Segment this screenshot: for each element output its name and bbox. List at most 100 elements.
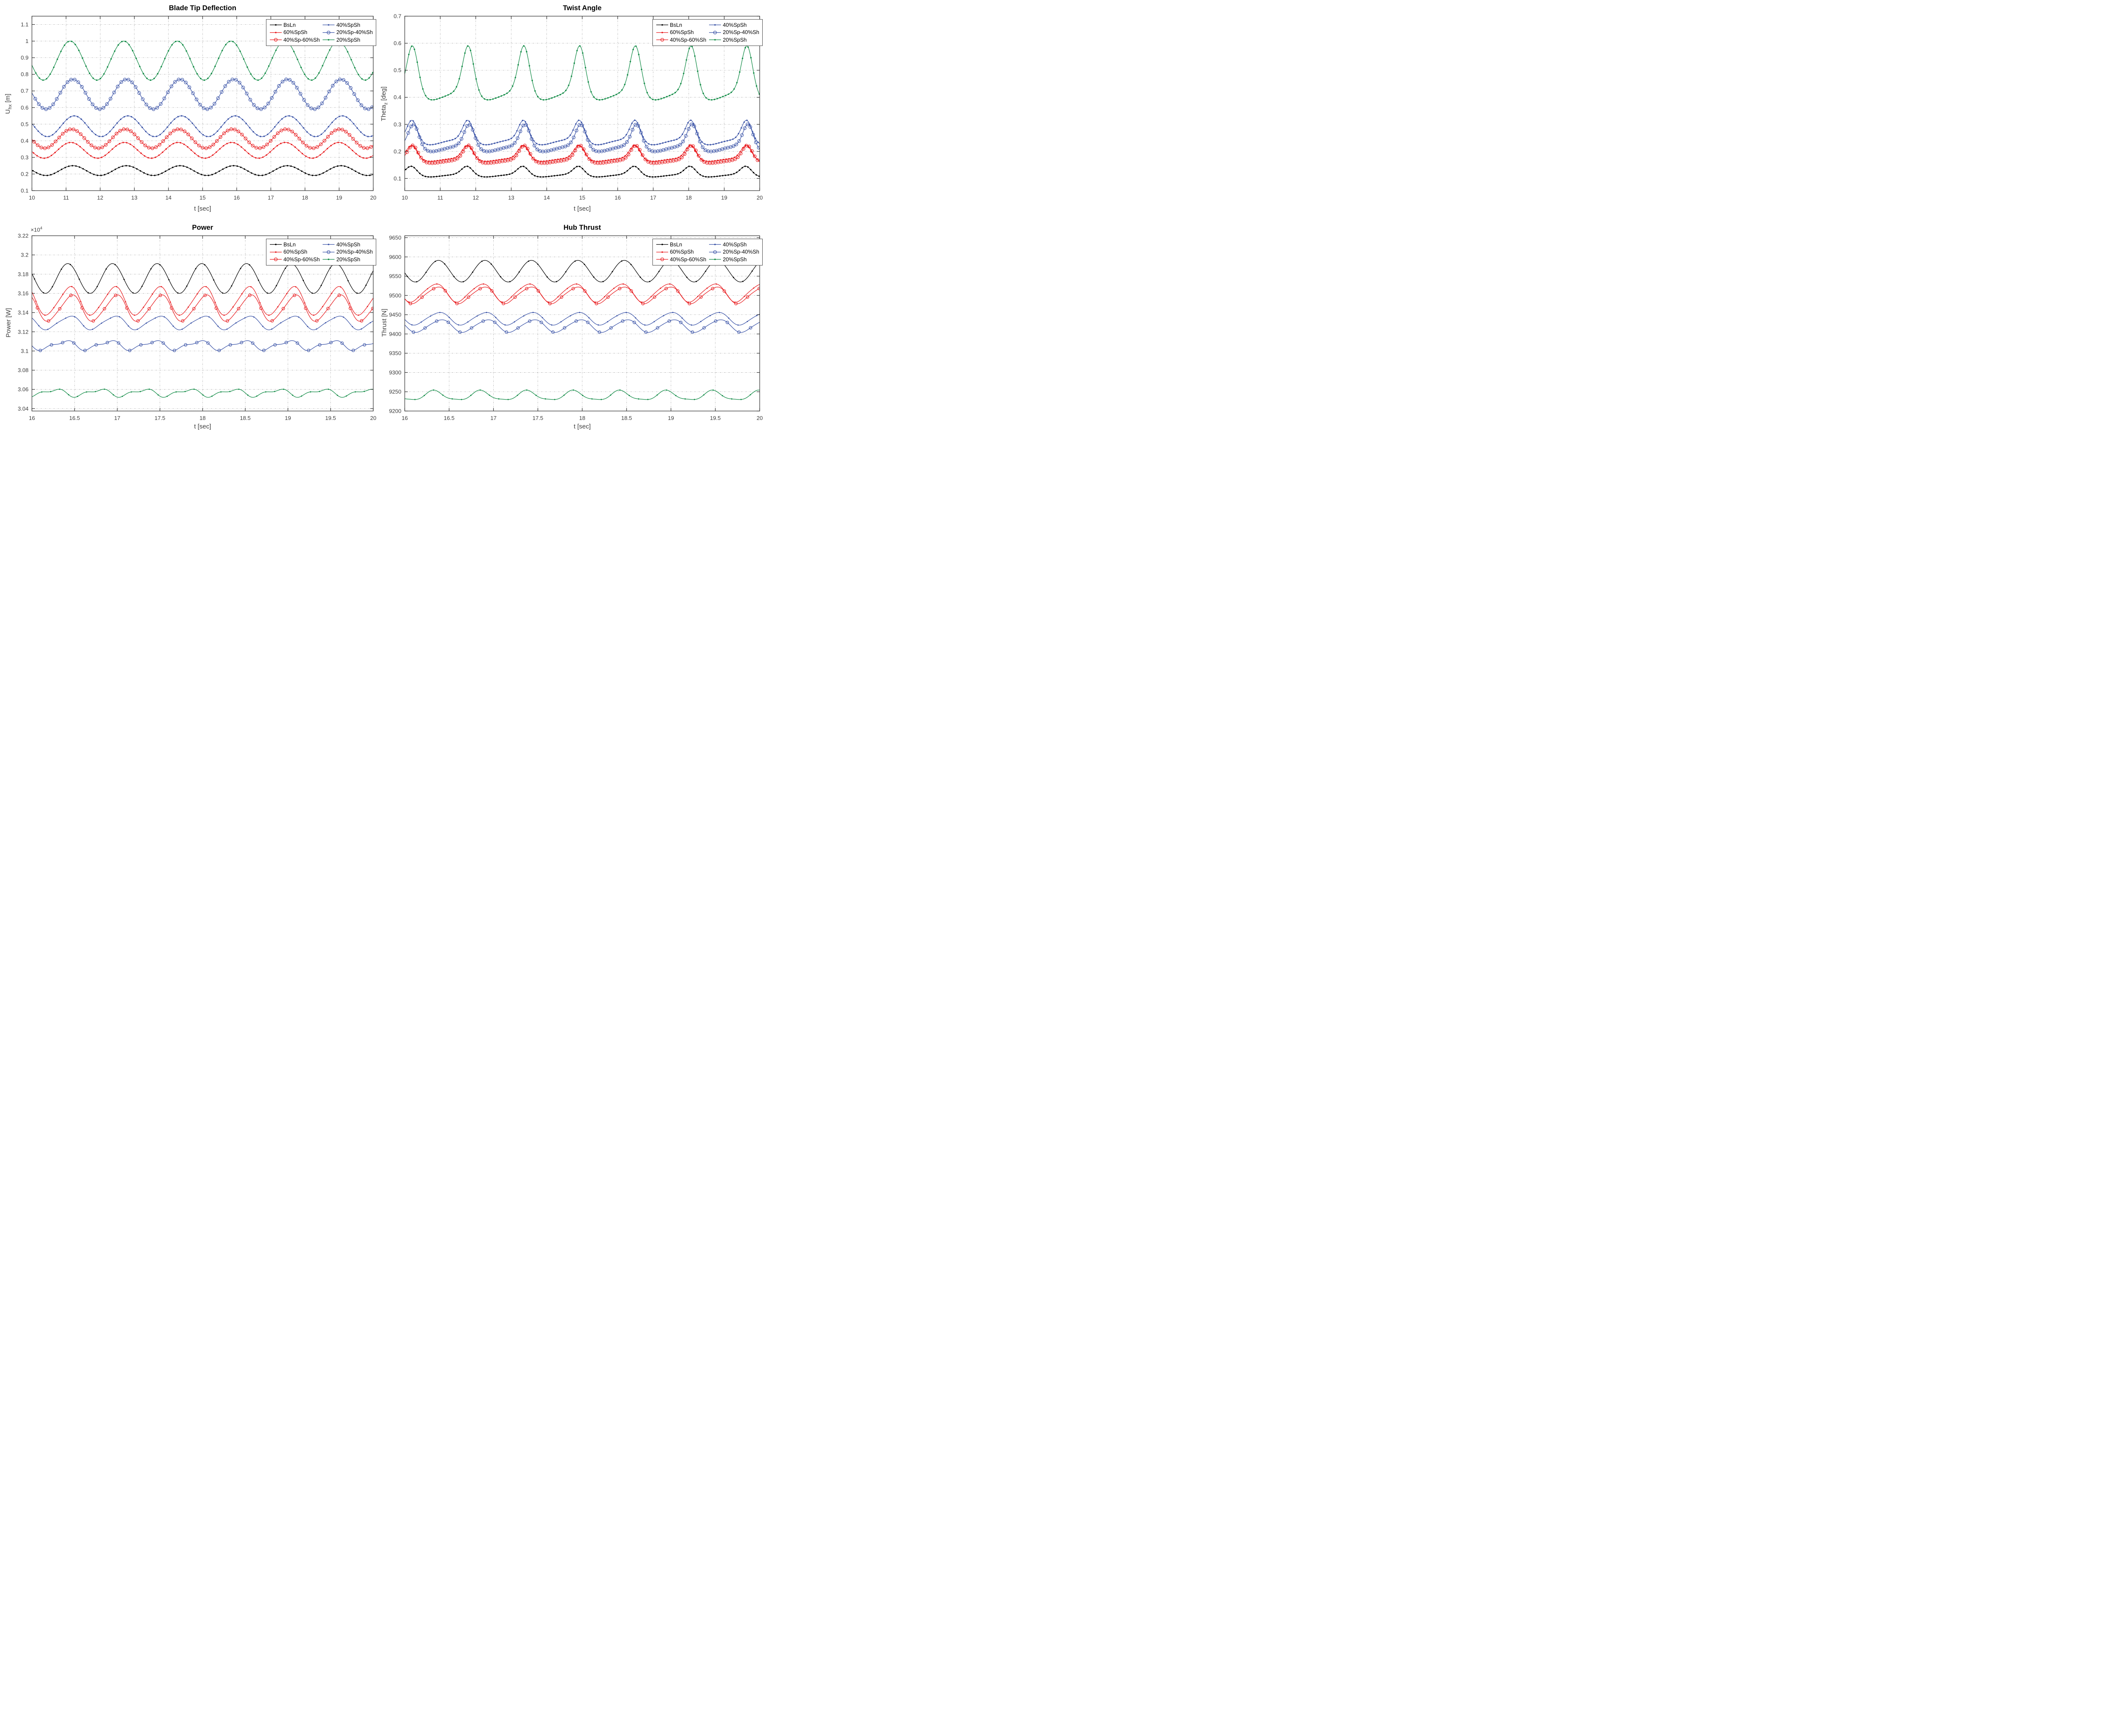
series-40%SpSh [32, 316, 373, 330]
legend-label: 20%Sp-40%Sh [336, 249, 373, 255]
legend-sample-circle [709, 31, 721, 34]
svg-text:19.5: 19.5 [325, 415, 336, 421]
legend-sample-dot [270, 251, 282, 253]
svg-text:9200: 9200 [389, 408, 401, 414]
series-20%SpSh [405, 45, 760, 101]
legend-sample-circle [656, 38, 668, 42]
y-axis-exponent-power: ×104 [31, 226, 42, 233]
legend-item-BsLn: BsLn [269, 21, 320, 29]
svg-text:0.4: 0.4 [394, 94, 401, 100]
axes-box [31, 16, 374, 191]
series-20%Sp-40%Sh [32, 77, 373, 111]
svg-text:0.7: 0.7 [21, 88, 29, 94]
legend-label: 40%SpSh [336, 22, 360, 28]
legend-label: BsLn [283, 22, 296, 28]
svg-text:0.5: 0.5 [394, 67, 401, 74]
svg-text:17.5: 17.5 [532, 415, 543, 421]
legend-label: 40%Sp-60%Sh [670, 256, 706, 263]
legend-label: 20%Sp-40%Sh [336, 29, 373, 36]
legend-label: 40%SpSh [723, 22, 747, 28]
x-axis-label-twist: t [sec] [573, 205, 591, 212]
svg-text:11: 11 [438, 194, 443, 201]
svg-text:19: 19 [721, 194, 727, 201]
svg-text:0.6: 0.6 [394, 40, 401, 46]
legend-item-20%SpSh: 20%SpSh [709, 256, 759, 263]
legend-label: 20%Sp-40%Sh [723, 29, 759, 36]
series-20%Sp-40%Sh [405, 319, 760, 334]
svg-text:1: 1 [26, 38, 29, 44]
svg-text:0.1: 0.1 [21, 188, 29, 194]
legend-item-60%SpSh: 60%SpSh [656, 248, 706, 256]
legend-sample-circle [656, 257, 668, 261]
svg-text:0.5: 0.5 [21, 121, 29, 127]
legend-sample-dot [656, 24, 668, 26]
legend-sample-circle [270, 38, 282, 42]
svg-text:19: 19 [668, 415, 674, 421]
exponent-power: 4 [40, 226, 43, 231]
svg-text:14: 14 [166, 194, 172, 201]
svg-text:0.2: 0.2 [394, 148, 401, 154]
svg-text:3.08: 3.08 [18, 367, 29, 374]
series-40%Sp-60%Sh [32, 127, 373, 150]
series-60%SpSh [32, 142, 373, 159]
svg-text:19.5: 19.5 [710, 415, 721, 421]
svg-text:17: 17 [268, 194, 274, 201]
legend-sample-dot [270, 243, 282, 246]
legend-label: 40%Sp-60%Sh [670, 37, 706, 43]
svg-text:11: 11 [63, 194, 69, 201]
legend-item-BsLn: BsLn [269, 241, 320, 248]
svg-text:18: 18 [579, 415, 585, 421]
legend-item-20%SpSh: 20%SpSh [322, 256, 372, 263]
svg-text:14: 14 [543, 194, 549, 201]
legend-sample-dot [270, 24, 282, 26]
tick-labels: 16 16.5 17 17.5 18 18.5 19 19.5 20 9200 9250 9300 93… [389, 234, 763, 421]
legend-label: 20%SpSh [336, 37, 360, 43]
svg-text:3.16: 3.16 [18, 290, 29, 297]
legend-sample-dot [323, 258, 335, 260]
svg-text:0.8: 0.8 [21, 71, 29, 77]
x-axis-label-deflection: t [sec] [194, 205, 211, 212]
svg-text:3.04: 3.04 [18, 405, 29, 412]
svg-text:18: 18 [200, 415, 206, 421]
legend-label: 20%SpSh [723, 256, 747, 263]
tick-labels: 16 16.5 17 17.5 18 18.5 19 19.5 20 3.04 3.06 3.08 3.… [18, 233, 377, 422]
legend-item-20%Sp-40%Sh: 20%Sp-40%Sh [322, 248, 373, 256]
legend-label: 40%Sp-60%Sh [283, 256, 320, 263]
legend-item-20%Sp-40%Sh: 20%Sp-40%Sh [322, 29, 373, 37]
legend-item-20%Sp-40%Sh: 20%Sp-40%Sh [709, 248, 759, 256]
svg-text:3.18: 3.18 [18, 271, 29, 277]
svg-text:17.5: 17.5 [154, 415, 165, 421]
tick-labels: 10 11 12 13 14 15 16 17 18 19 20 0.1 0.2 0.3 0.4 0.5 0.6… [21, 21, 376, 201]
svg-text:10: 10 [402, 194, 408, 201]
svg-text:16.5: 16.5 [69, 415, 80, 421]
legend-item-40%Sp-60%Sh: 40%Sp-60%Sh [656, 36, 706, 44]
legend-label: 20%SpSh [336, 256, 360, 263]
legend-label: 60%SpSh [283, 249, 308, 255]
svg-text:3.2: 3.2 [21, 252, 29, 258]
legend-sample-circle [270, 257, 282, 261]
panel-title-power: Power [192, 224, 213, 231]
svg-text:0.6: 0.6 [21, 104, 29, 111]
series-20%SpSh [405, 389, 760, 400]
x-axis-label-power: t [sec] [194, 423, 211, 430]
legend-item-BsLn: BsLn [656, 241, 706, 248]
axes-box [404, 235, 760, 411]
legend-item-40%Sp-60%Sh: 40%Sp-60%Sh [269, 256, 320, 263]
legend-sample-dot [656, 31, 668, 34]
svg-text:15: 15 [200, 194, 206, 201]
legend-sample-dot [323, 243, 335, 246]
series-40%Sp-60%Sh [405, 143, 760, 165]
legend-sample-dot [270, 31, 282, 34]
series-20%Sp-40%Sh [32, 340, 373, 352]
svg-text:20: 20 [757, 415, 763, 421]
legend-label: 60%SpSh [670, 29, 694, 36]
svg-text:0.9: 0.9 [21, 54, 29, 61]
legend-power: BsLn 60%SpSh 40%Sp-60%Sh 40%SpSh 20%Sp-40%Sh… [266, 239, 376, 266]
svg-text:16: 16 [29, 415, 35, 421]
legend-label: BsLn [283, 241, 296, 248]
legend-item-40%SpSh: 40%SpSh [709, 241, 759, 248]
legend-sample-dot [323, 24, 335, 26]
legend-item-BsLn: BsLn [656, 21, 706, 29]
legend-sample-dot [709, 24, 721, 26]
svg-text:3.12: 3.12 [18, 328, 29, 335]
